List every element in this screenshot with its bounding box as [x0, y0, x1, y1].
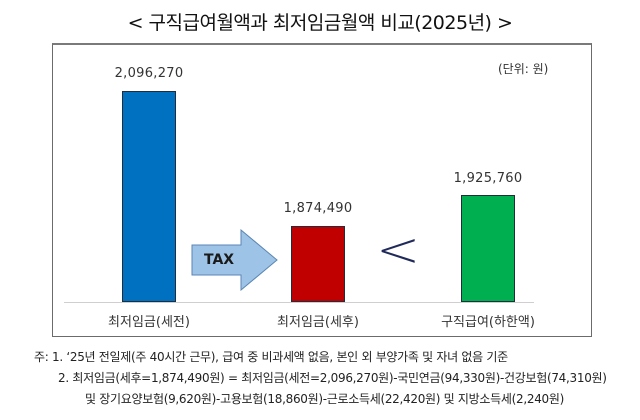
footnote-2-continued: 및 장기요양보험(9,620원)-고용보험(18,860원)-근로소득세(22,…	[85, 392, 564, 406]
chart-title: < 구직급여월액과 최저임금월액 비교(2025년) >	[127, 12, 513, 34]
chart-frame	[52, 43, 592, 337]
category-label-post-tax: 최저임금(세후)	[277, 315, 359, 330]
category-label-pre-tax: 최저임금(세전)	[108, 315, 190, 330]
tax-label: TAX	[204, 252, 235, 268]
footnote-1: 주: 1. ‘25년 전일제(주 40시간 근무), 급여 중 비과세액 없음,…	[34, 350, 508, 364]
footnotes: 주: 1. ‘25년 전일제(주 40시간 근무), 급여 중 비과세액 없음,…	[34, 347, 607, 410]
footnote-2: 2. 최저임금(세후=1,874,490원) = 최저임금(세전=2,096,2…	[58, 371, 607, 385]
bar-job-seeker-benefit	[461, 195, 515, 302]
value-label-pre-tax: 2,096,270	[114, 66, 184, 81]
value-label-job-seeker: 1,925,760	[453, 171, 523, 186]
unit-label: (단위: 원)	[498, 62, 549, 76]
value-label-post-tax: 1,874,490	[283, 201, 353, 216]
category-label-job-seeker: 구직급여(하한액)	[441, 315, 535, 330]
bar-pre-tax-min-wage	[122, 91, 176, 302]
x-axis-baseline	[64, 302, 534, 303]
tax-arrow-icon	[191, 229, 278, 291]
less-than-symbol: <	[375, 222, 421, 278]
bar-post-tax-min-wage	[291, 226, 345, 302]
